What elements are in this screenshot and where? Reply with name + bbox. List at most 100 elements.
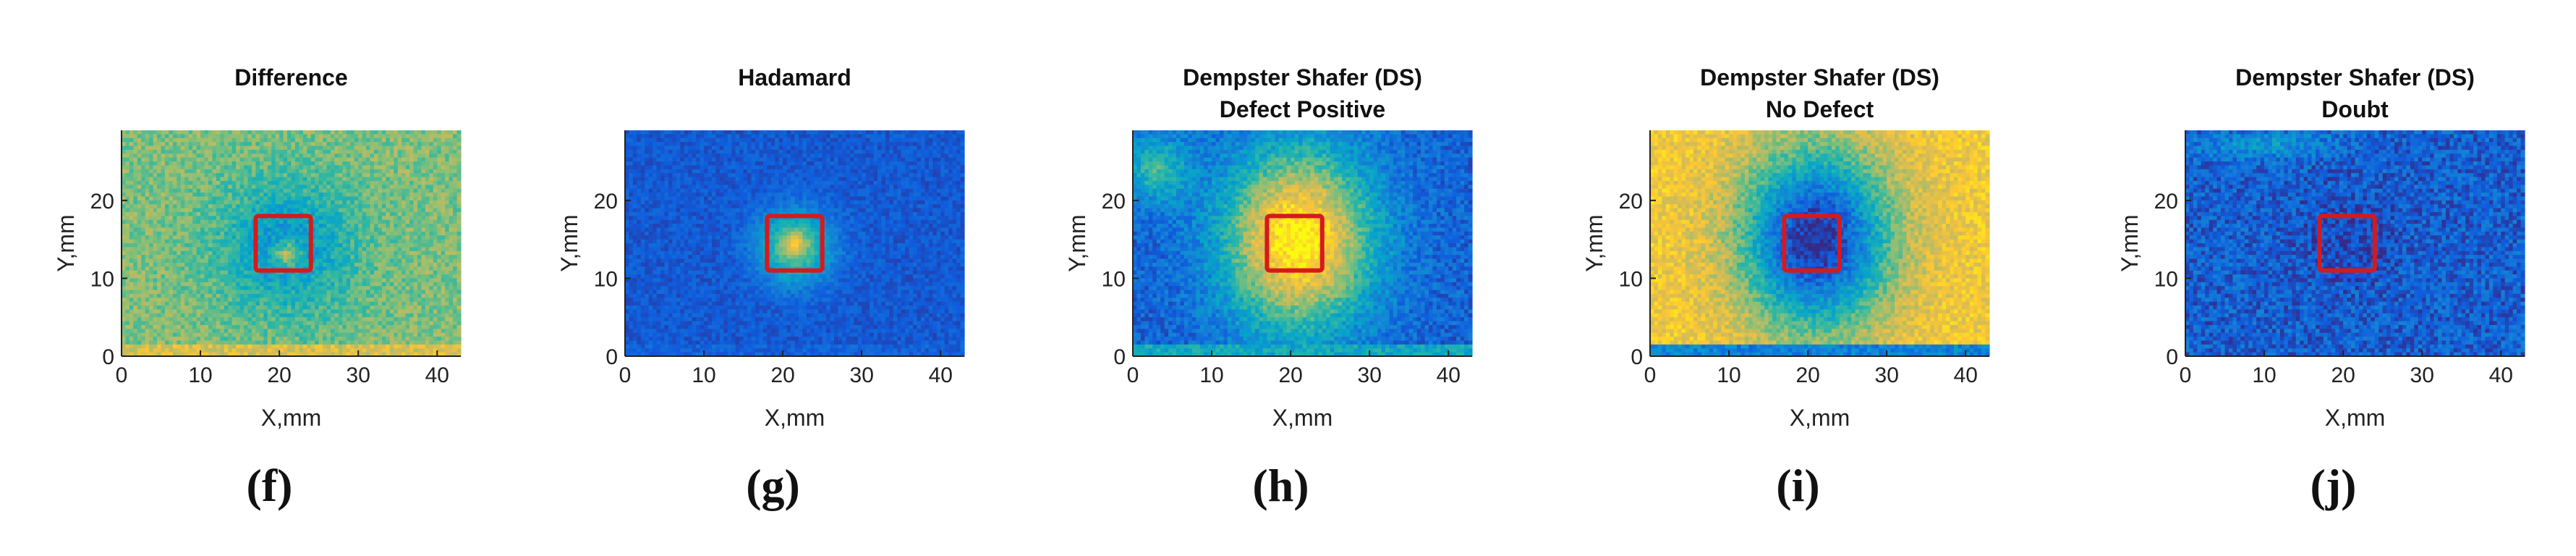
heatmap-cell <box>398 142 402 146</box>
heatmap-cell <box>129 177 134 182</box>
heatmap-cell <box>271 150 276 154</box>
heatmap-cell <box>129 130 134 135</box>
heatmap-cell <box>401 169 406 174</box>
heatmap-cell <box>212 134 216 138</box>
heatmap-cell <box>457 181 462 185</box>
heatmap-cell <box>192 153 197 158</box>
heatmap-cell <box>327 142 331 146</box>
heatmap-cell <box>263 185 268 189</box>
heatmap-cell <box>409 130 414 135</box>
heatmap-cell <box>236 181 240 185</box>
heatmap-cell <box>299 161 303 166</box>
heatmap-cell <box>157 130 161 135</box>
heatmap-cell <box>224 193 229 197</box>
heatmap-cell <box>189 189 193 193</box>
heatmap-cell <box>137 173 142 177</box>
heatmap-cell <box>323 146 327 151</box>
heatmap-cell <box>441 165 446 169</box>
heatmap-cell <box>252 153 256 158</box>
heatmap-cell <box>311 177 315 182</box>
heatmap-cell <box>421 161 425 166</box>
heatmap-cell <box>453 193 457 197</box>
heatmap-cell <box>382 150 386 154</box>
heatmap-cell <box>433 153 438 158</box>
heatmap-cell <box>169 177 173 182</box>
heatmap-cell <box>260 130 264 135</box>
heatmap-cell <box>192 181 197 185</box>
heatmap-cell <box>165 181 169 185</box>
heatmap-cell <box>319 185 323 189</box>
heatmap-cell <box>390 130 394 135</box>
heatmap-cell <box>414 189 418 193</box>
heatmap-cell <box>327 158 331 162</box>
heatmap-cell <box>358 150 362 154</box>
heatmap-cell <box>299 134 303 138</box>
heatmap-cell <box>354 193 359 197</box>
heatmap-cell <box>133 177 137 182</box>
heatmap-cell <box>303 173 307 177</box>
heatmap-cell <box>133 150 137 154</box>
heatmap-cell <box>173 142 177 146</box>
heatmap-cell <box>315 165 319 169</box>
heatmap-cell <box>303 138 307 143</box>
heatmap-cell <box>177 134 181 138</box>
heatmap-cell <box>149 150 153 154</box>
heatmap-cell <box>137 138 142 143</box>
heatmap-cell <box>425 161 430 166</box>
heatmap-cell <box>197 146 201 151</box>
heatmap-cell <box>406 185 410 189</box>
heatmap-cell <box>248 169 252 174</box>
heatmap-cell <box>228 150 232 154</box>
heatmap-cell <box>165 142 169 146</box>
heatmap-cell <box>441 161 446 166</box>
heatmap-cell <box>232 177 237 182</box>
heatmap-cell <box>184 161 189 166</box>
heatmap-cell <box>347 161 351 166</box>
heatmap-cell <box>390 150 394 154</box>
heatmap-cell <box>244 177 248 182</box>
heatmap-cell <box>382 189 386 193</box>
heatmap-cell <box>449 173 454 177</box>
heatmap-cell <box>295 146 299 151</box>
heatmap-cell <box>189 196 193 201</box>
heatmap-cell <box>311 142 315 146</box>
heatmap-cell <box>149 181 153 185</box>
heatmap-cell <box>406 177 410 182</box>
heatmap-cell <box>386 185 390 189</box>
heatmap-cell <box>125 153 129 158</box>
heatmap-cell <box>433 138 438 143</box>
heatmap-cell <box>303 185 307 189</box>
heatmap-cell <box>398 130 402 135</box>
heatmap-cell <box>401 134 406 138</box>
heatmap-cell <box>303 150 307 154</box>
heatmap-cell <box>331 158 335 162</box>
heatmap-cell <box>133 181 137 185</box>
heatmap-cell <box>216 193 221 197</box>
panel-0: Difference0 10 20 30 4001020X,mmY,mm(f) <box>53 64 462 511</box>
heatmap-cell <box>133 193 137 197</box>
heatmap-cell <box>342 165 347 169</box>
heatmap-cell <box>390 169 394 174</box>
heatmap-cell <box>382 146 386 151</box>
heatmap-cell <box>457 130 462 135</box>
heatmap-cell <box>263 181 268 185</box>
heatmap-cell <box>421 150 425 154</box>
heatmap-cell <box>295 158 299 162</box>
heatmap-cell <box>240 158 245 162</box>
heatmap-cell <box>220 193 224 197</box>
heatmap-cell <box>386 169 390 174</box>
heatmap-cell <box>137 158 142 162</box>
heatmap-cell <box>224 158 229 162</box>
heatmap-cell <box>347 134 351 138</box>
heatmap-cell <box>260 177 264 182</box>
heatmap-cell <box>347 193 351 197</box>
heatmap-cell <box>248 165 252 169</box>
heatmap-cell <box>268 130 272 135</box>
heatmap-cell <box>421 158 425 162</box>
heatmap-cell <box>334 146 339 151</box>
heatmap-cell <box>260 146 264 151</box>
heatmap-cell <box>224 185 229 189</box>
heatmap-cell <box>398 161 402 166</box>
heatmap-cell <box>414 146 418 151</box>
heatmap-cell <box>192 138 197 143</box>
